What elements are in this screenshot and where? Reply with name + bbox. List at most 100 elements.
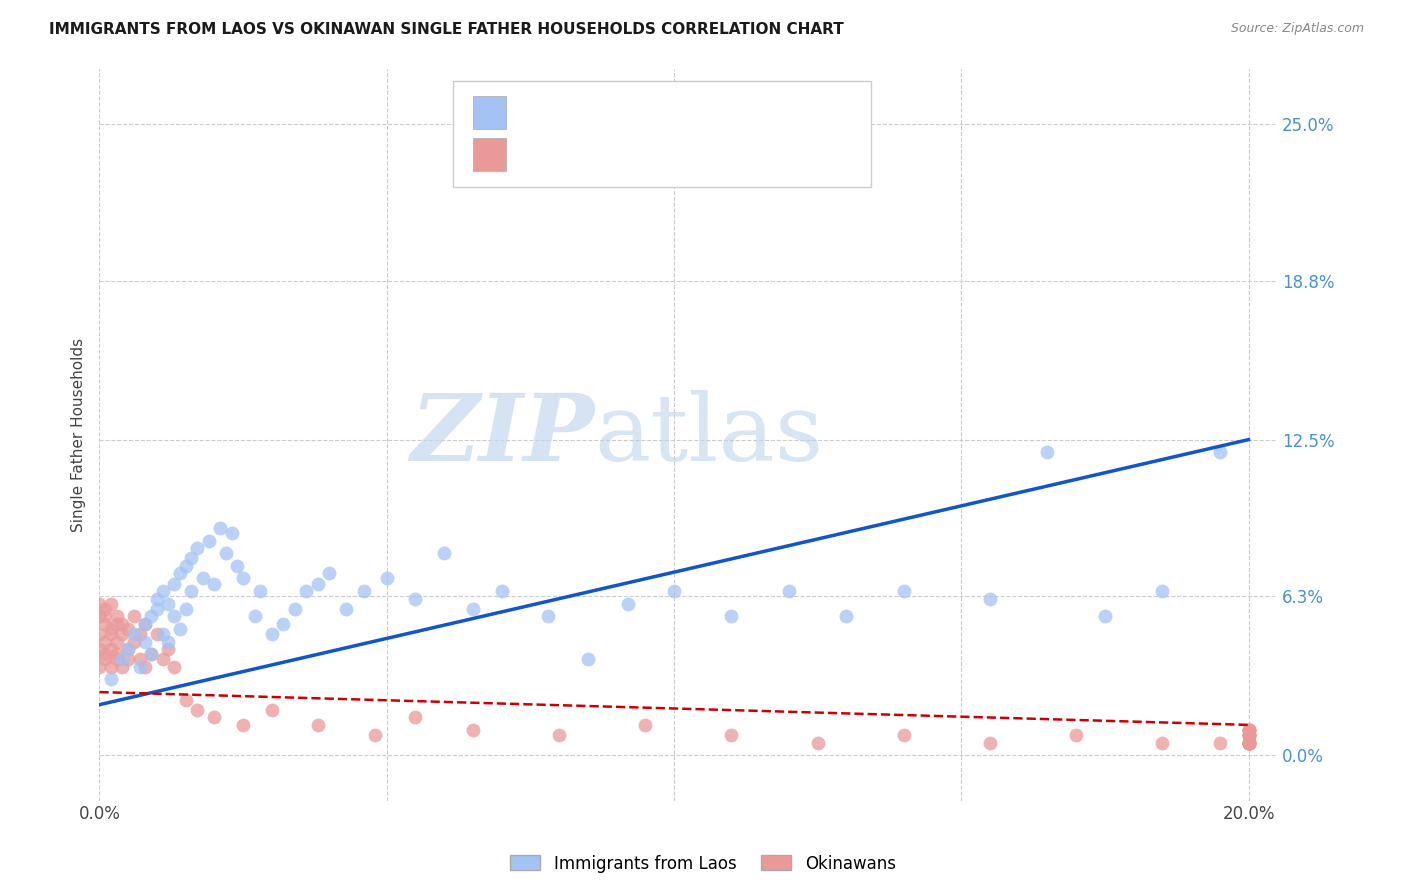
- Point: [1237, 723, 1260, 737]
- Point: [1237, 735, 1260, 749]
- Point: [1237, 723, 1260, 737]
- Point: [1064, 728, 1087, 742]
- Point: [1237, 735, 1260, 749]
- Point: [807, 735, 830, 749]
- Point: [111, 660, 134, 674]
- Point: [353, 584, 375, 599]
- Point: [169, 622, 191, 636]
- Point: [89, 660, 111, 674]
- Point: [105, 652, 128, 666]
- Point: [778, 584, 800, 599]
- Point: [152, 584, 174, 599]
- Point: [139, 647, 162, 661]
- Point: [105, 647, 128, 661]
- Point: [89, 609, 111, 624]
- Point: [111, 616, 134, 631]
- Point: [134, 616, 156, 631]
- Point: [1237, 728, 1260, 742]
- Point: [617, 597, 640, 611]
- Point: [461, 723, 484, 737]
- Text: R =  0.479   N = 61: R = 0.479 N = 61: [520, 103, 682, 121]
- Point: [157, 634, 180, 648]
- Point: [105, 634, 128, 648]
- Point: [122, 627, 145, 641]
- Point: [191, 572, 214, 586]
- Point: [94, 616, 117, 631]
- Point: [157, 597, 180, 611]
- Point: [335, 601, 357, 615]
- Point: [111, 652, 134, 666]
- Point: [117, 642, 139, 657]
- Point: [1237, 735, 1260, 749]
- Point: [1237, 728, 1260, 742]
- Point: [117, 622, 139, 636]
- Point: [128, 660, 150, 674]
- Point: [163, 609, 186, 624]
- Point: [134, 616, 156, 631]
- Point: [375, 572, 398, 586]
- Point: [1237, 728, 1260, 742]
- Point: [979, 591, 1001, 606]
- Point: [174, 692, 197, 706]
- Point: [100, 673, 122, 687]
- Point: [221, 526, 243, 541]
- Point: [284, 601, 307, 615]
- Point: [117, 642, 139, 657]
- Point: [105, 616, 128, 631]
- Point: [152, 627, 174, 641]
- Point: [174, 558, 197, 573]
- Point: [461, 601, 484, 615]
- Point: [100, 642, 122, 657]
- Point: [1237, 735, 1260, 749]
- Point: [1237, 728, 1260, 742]
- Point: [94, 647, 117, 661]
- Point: [94, 634, 117, 648]
- Point: [105, 609, 128, 624]
- Point: [433, 546, 456, 560]
- Point: [404, 710, 426, 724]
- Point: [139, 609, 162, 624]
- Point: [979, 735, 1001, 749]
- Point: [720, 728, 742, 742]
- Point: [202, 710, 225, 724]
- Point: [1237, 728, 1260, 742]
- Point: [835, 609, 858, 624]
- Point: [163, 660, 186, 674]
- Point: [307, 718, 329, 732]
- Point: [893, 584, 915, 599]
- Text: ZIP: ZIP: [411, 390, 595, 480]
- Point: [122, 609, 145, 624]
- Point: [174, 601, 197, 615]
- Point: [89, 642, 111, 657]
- Point: [100, 660, 122, 674]
- Text: atlas: atlas: [595, 390, 824, 480]
- Point: [1237, 723, 1260, 737]
- Point: [100, 597, 122, 611]
- FancyBboxPatch shape: [472, 137, 506, 170]
- Point: [1209, 445, 1232, 459]
- Point: [209, 521, 232, 535]
- Text: IMMIGRANTS FROM LAOS VS OKINAWAN SINGLE FATHER HOUSEHOLDS CORRELATION CHART: IMMIGRANTS FROM LAOS VS OKINAWAN SINGLE …: [49, 22, 844, 37]
- Text: Source: ZipAtlas.com: Source: ZipAtlas.com: [1230, 22, 1364, 36]
- Point: [202, 576, 225, 591]
- Point: [318, 566, 340, 581]
- Point: [94, 652, 117, 666]
- Point: [186, 703, 208, 717]
- Point: [146, 601, 169, 615]
- Point: [128, 627, 150, 641]
- Point: [1237, 735, 1260, 749]
- Point: [1237, 735, 1260, 749]
- Point: [1036, 445, 1059, 459]
- Legend: Immigrants from Laos, Okinawans: Immigrants from Laos, Okinawans: [503, 848, 903, 880]
- Point: [89, 597, 111, 611]
- Point: [271, 616, 294, 631]
- Point: [232, 572, 254, 586]
- Point: [215, 546, 238, 560]
- Point: [146, 627, 169, 641]
- Point: [94, 609, 117, 624]
- Point: [180, 584, 202, 599]
- Point: [662, 584, 685, 599]
- Point: [100, 627, 122, 641]
- Point: [1237, 735, 1260, 749]
- Point: [94, 601, 117, 615]
